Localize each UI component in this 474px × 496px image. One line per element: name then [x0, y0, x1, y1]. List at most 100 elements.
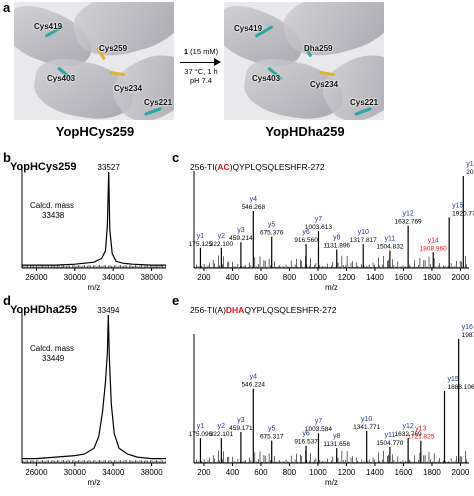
chart-c-ion-label-y12: y12: [402, 211, 413, 218]
chart-e-mz-label-y16: 1987.287: [462, 332, 474, 339]
chart-e-mz-label-y6: 916.537: [294, 439, 318, 446]
chart-b-x-tick-label: 30000: [64, 273, 87, 282]
chart-d-calcd-value: 33449: [42, 354, 65, 363]
chart-b-title: YopHCys259: [10, 161, 76, 173]
chart-d-peak-label: 33494: [97, 306, 120, 315]
chart-c-x-tick-label: 800: [283, 273, 297, 282]
chart-e-ion-label-y12: y12: [402, 423, 413, 430]
chart-c-ion-label-y10: y10: [358, 229, 369, 236]
chart-d-calcd-label: Calcd. mass: [30, 344, 74, 353]
chart-e-x-tick-label: 800: [283, 468, 297, 477]
chart-b-x-axis-label: m/z: [88, 283, 101, 292]
chart-d-x-tick-label: 38000: [140, 468, 163, 477]
chart-c-msms-cys: 256-TI(AC)QYPLQSQLESHFR-272 200 400 600 800 1…: [189, 161, 474, 292]
chart-c-ion-label-y1: y1: [197, 233, 205, 240]
chart-c-mz-label-y7: 1003.613: [305, 224, 332, 231]
chart-c-mz-label-y6: 916.560: [294, 237, 318, 244]
chart-c-ion-label-y11: y11: [385, 236, 396, 243]
chart-d-x-axis-label: m/z: [88, 478, 101, 487]
chart-c-mz-label-y5: 675.376: [260, 230, 284, 237]
chart-b-calcd-value: 33438: [42, 211, 65, 220]
chart-c-ion-label-y3: y3: [237, 227, 245, 234]
chart-e-mz-label-y13: 1721.825: [407, 434, 434, 441]
chart-c-mz-label-y11: 1504.832: [376, 244, 403, 251]
chart-c-mz-label-y16: 2019.882: [466, 169, 474, 176]
chart-e-ion-label-y2: y2: [218, 423, 226, 430]
panel-c-letter: c: [172, 150, 180, 165]
residue-label: Cys403: [47, 74, 76, 83]
reaction-arrow: [180, 62, 216, 64]
chart-e-x-tick-label: 1000: [309, 468, 327, 477]
chart-b-intact-mass-cys: YopHCys259 26000 30000 34000 38000 m/z 33527 Ca…: [10, 161, 166, 292]
residue-label: Cys403: [252, 74, 281, 83]
chart-c-x-tick-label: 1400: [366, 273, 384, 282]
chart-c-mz-label-y10: 1317.817: [350, 237, 377, 244]
chart-c-x-axis-label: m/z: [325, 283, 338, 292]
reaction-temperature-time: 37 °C, 1 h: [184, 67, 218, 76]
chart-e-mz-label-y15: 1888.106: [448, 384, 474, 391]
chart-b-x-tick-label: 26000: [25, 273, 48, 282]
chart-c-x-tick-label: 1600: [395, 273, 413, 282]
reaction-arrow-head: [214, 58, 221, 66]
chart-e-noise-peaks: [194, 450, 469, 463]
chart-c-ion-label-y16: y16: [466, 161, 474, 168]
chart-c-x-tick-label: 1200: [338, 273, 356, 282]
chart-e-msms-dha: 256-TI(A)DHAQYPLQSQLESHFR-272 200 400 600 80…: [189, 305, 474, 487]
residue-label: Cys419: [234, 24, 263, 33]
chart-e-ion-label-y6: y6: [302, 431, 310, 438]
chart-c-x-tick-label: 2000: [452, 273, 470, 282]
reaction-reagent: 1 (15 mM): [183, 47, 219, 56]
chart-e-x-tick-label: 1800: [423, 468, 441, 477]
chart-e-ion-label-y16: y16: [462, 324, 473, 331]
chart-c-x-tick-label: 1000: [309, 273, 327, 282]
chart-b-calcd-label: Calcd. mass: [30, 201, 74, 210]
panel-d-letter: d: [3, 293, 11, 308]
chart-b-x-tick-label: 38000: [140, 273, 163, 282]
chart-e-x-axis-label: m/z: [325, 478, 338, 487]
residue-label: Cys259: [99, 44, 128, 53]
chart-c-ion-label-y8: y8: [333, 235, 341, 242]
chart-c-ion-label-y6: y6: [302, 229, 310, 236]
left-protein-structure: Cys419 Cys259 Cys403 Cys234 Cys221: [14, 2, 174, 120]
chart-c-noise-peaks: [194, 255, 469, 268]
chart-e-ion-label-y4: y4: [250, 374, 258, 381]
chart-e-mz-label-y10: 1341.771: [353, 424, 380, 431]
residue-label: Cys234: [310, 80, 339, 89]
chart-d-x-tick-label: 30000: [64, 468, 87, 477]
residue-label: Cys221: [144, 98, 173, 107]
chart-e-ion-label-y7: y7: [315, 418, 323, 425]
chart-e-mz-label-y4: 546.224: [242, 382, 266, 389]
chart-d-title: YopHDha259: [10, 304, 77, 316]
chart-e-x-tick-label: 2000: [452, 468, 470, 477]
chart-b-peak-label: 33527: [98, 163, 121, 172]
chart-e-x-tick-label: 200: [197, 468, 211, 477]
chart-c-ion-label-y2: y2: [218, 233, 226, 240]
chart-e-x-tick-label: 600: [254, 468, 268, 477]
chart-c-title: 256-TI(AC)QYPLQSQLESHFR-272: [190, 162, 325, 172]
chart-e-mz-label-y7: 1003.584: [305, 426, 332, 433]
chart-d-x-tick-label: 26000: [25, 468, 48, 477]
chart-e-title: 256-TI(A)DHAQYPLQSQLESHFR-272: [190, 305, 337, 315]
chart-c-x-tick-label: 400: [226, 273, 240, 282]
chart-b-x-tick-label: 34000: [102, 273, 125, 282]
chart-c-x-tick-label: 1800: [423, 273, 441, 282]
chart-b-spectrum-line: [22, 171, 166, 266]
chart-c-mz-label-y2: 322.100: [210, 241, 234, 248]
chart-c-mz-label-y8: 1131.896: [323, 243, 350, 250]
chart-e-mz-label-y1: 175.096: [189, 431, 213, 438]
panel-b-letter: b: [3, 150, 11, 165]
chart-e-ion-label-y13: y13: [415, 426, 426, 433]
panel-e-letter: e: [172, 293, 180, 308]
chart-e-mz-label-y2: 322.101: [210, 431, 234, 438]
chart-e-mz-label-y3: 459.171: [229, 425, 253, 432]
chart-e-x-tick-label: 1400: [366, 468, 384, 477]
chart-c-ion-label-y5: y5: [268, 222, 276, 229]
chart-c-mz-label-y4: 546.268: [242, 204, 266, 211]
residue-label: Cys234: [114, 84, 143, 93]
residue-label: Dha259: [304, 44, 333, 53]
chart-c-mz-label-y14: 1808.960: [420, 245, 447, 252]
chart-c-mz-label-y3: 459.214: [229, 235, 253, 242]
panel-a-letter: a: [3, 0, 11, 15]
chart-c-ion-label-y14: y14: [428, 237, 439, 244]
chart-e-mz-label-y8: 1131.656: [323, 441, 350, 448]
